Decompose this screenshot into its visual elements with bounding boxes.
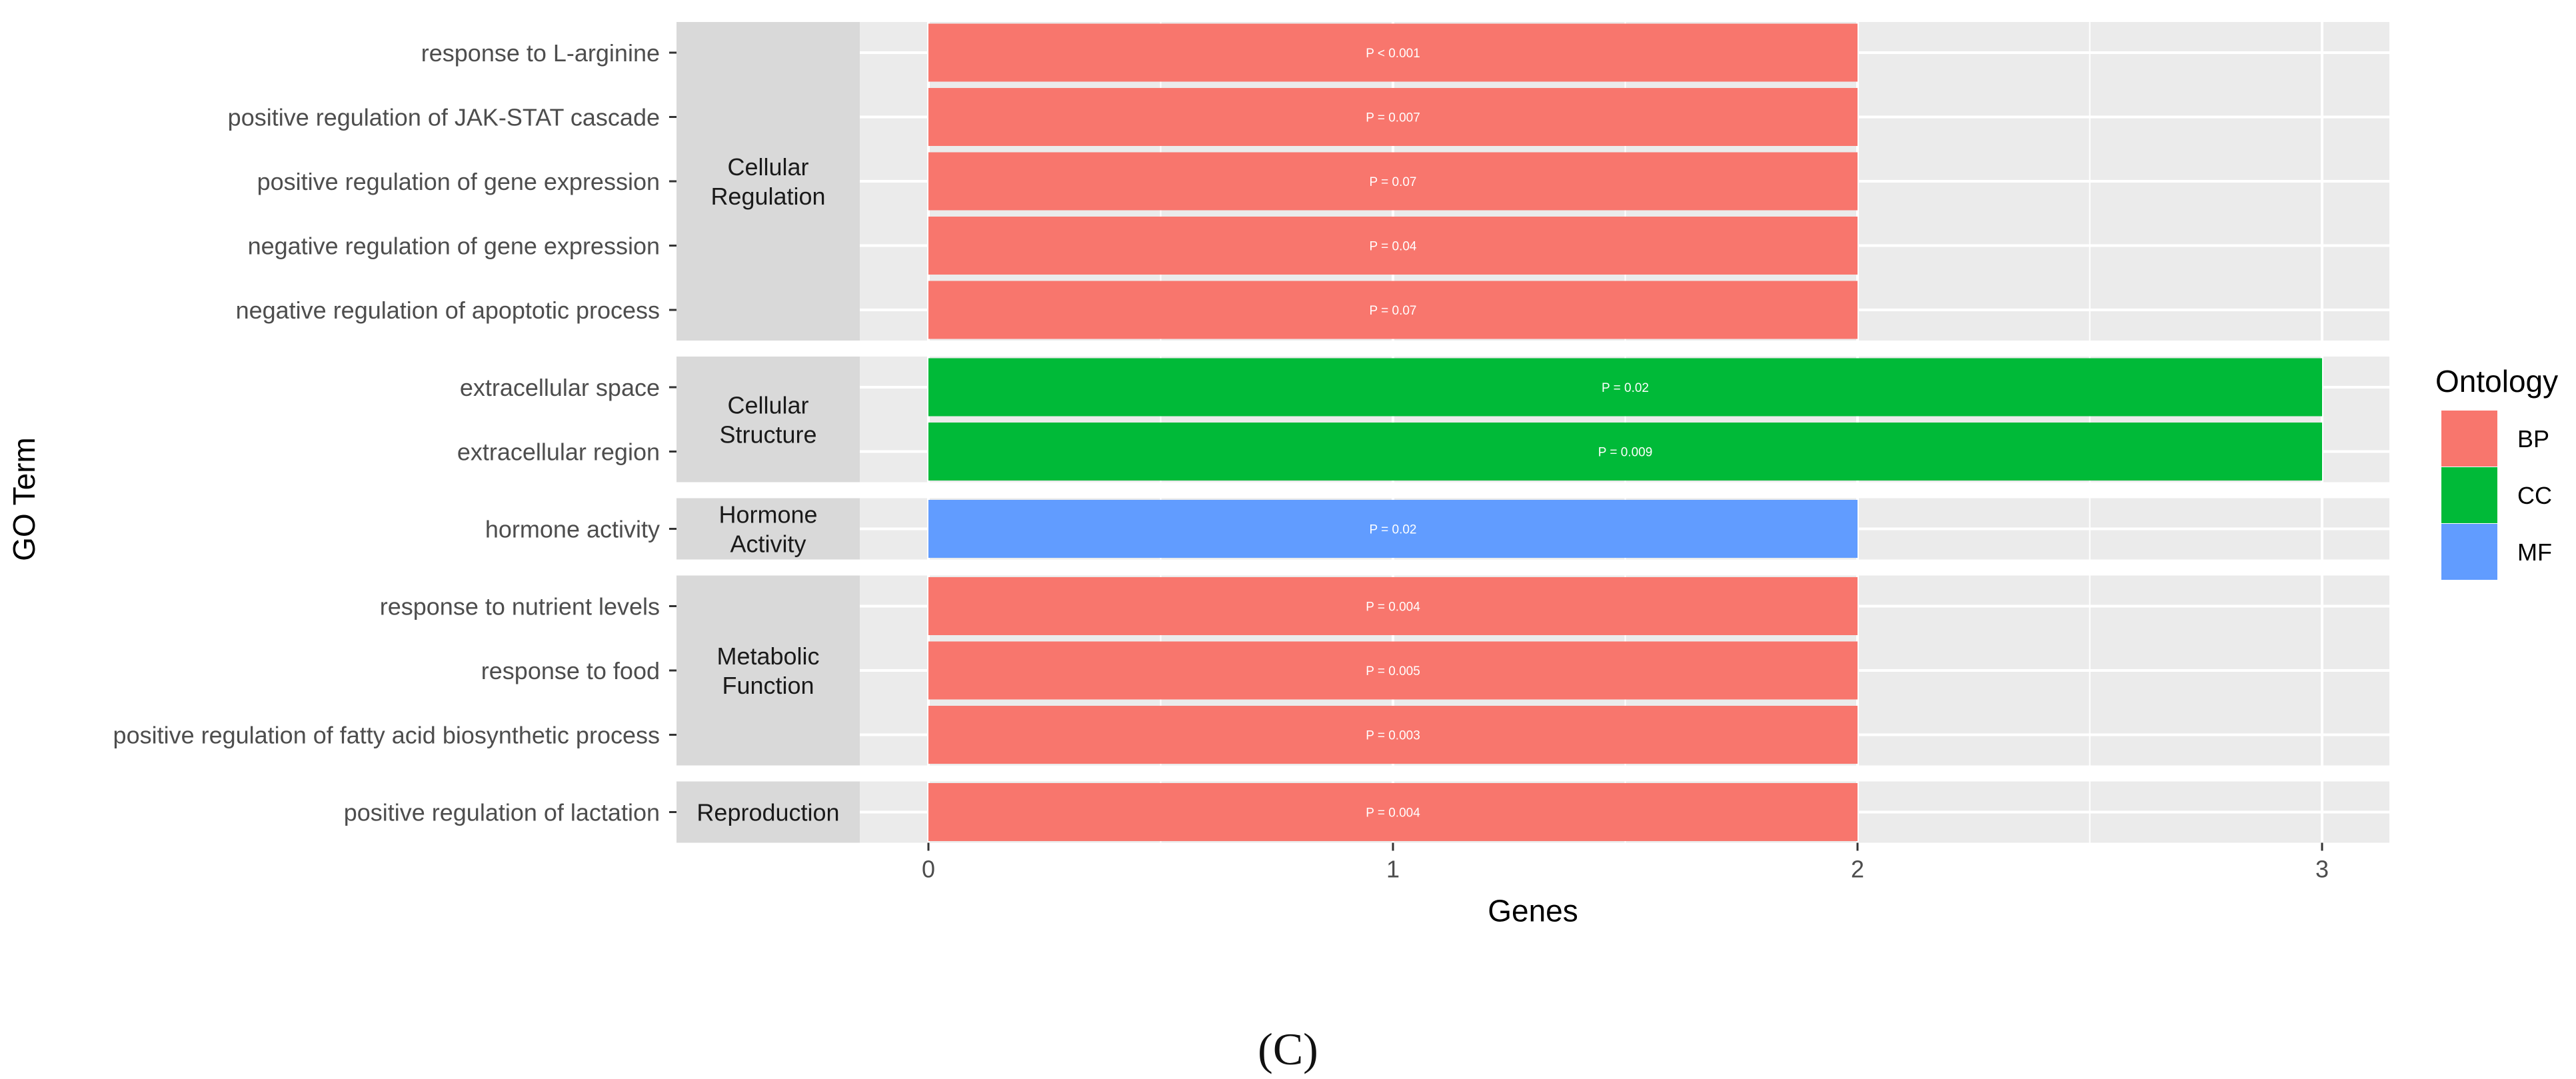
facet-strip [676,781,860,843]
bar [928,577,1858,635]
bar [928,281,1858,339]
y-tick-label: negative regulation of gene expression [248,233,660,260]
panel-label: (C) [1258,1024,1318,1074]
y-tick-label: extracellular region [457,439,660,466]
y-tick-label: response to food [481,657,660,684]
bar-p-value-label: P = 0.02 [1602,381,1649,395]
facet-strip-label: Function [722,672,814,699]
bar-p-value-label: P = 0.003 [1366,729,1420,743]
bar-p-value-label: P = 0.004 [1366,806,1420,820]
bar [928,217,1858,275]
facet-strip [676,498,860,560]
bar [928,358,2322,417]
y-tick-label: negative regulation of apoptotic process [236,297,660,324]
x-tick-label: 1 [1386,856,1400,883]
facet-5: Reproduction P = 0.004 positive regulation… [344,781,2389,843]
bar [928,423,2322,481]
legend-key-mf [2441,524,2497,580]
facet-strip-label: Reproduction [696,799,839,826]
x-tick-label: 0 [922,856,935,883]
facet-strip-label: Hormone [718,501,817,529]
facet-strip [676,357,860,483]
y-axis-title: GO Term [7,437,41,561]
facet-strip-label: Metabolic [716,642,819,670]
legend-key-cc [2441,467,2497,523]
bar-p-value-label: P = 0.07 [1370,304,1417,318]
bar [928,152,1858,211]
legend: Ontology BP CC MF [2435,364,2558,580]
bar-p-value-label: P = 0.07 [1370,175,1417,189]
bar [928,641,1858,700]
bar [928,88,1858,146]
y-tick-label: extracellular space [460,374,660,401]
y-tick-label: positive regulation of gene expression [257,168,660,195]
legend-key-bp [2441,411,2497,467]
facet-strip [676,575,860,766]
y-tick-label: positive regulation of JAK-STAT cascade [228,104,660,131]
y-tick-label: response to nutrient levels [380,593,660,620]
bar [928,706,1858,764]
bar-p-value-label: P = 0.004 [1366,600,1420,614]
x-axis-title: Genes [1488,894,1578,928]
y-tick-label: positive regulation of lactation [344,799,660,826]
facet-strip-label: Regulation [710,183,825,210]
facet-strip-label: Cellular [727,153,808,181]
y-tick-label: positive regulation of fatty acid biosyn… [113,722,660,749]
bar-p-value-label: P = 0.02 [1370,523,1417,537]
bar-p-value-label: P = 0.04 [1370,240,1417,254]
bar-p-value-label: P = 0.005 [1366,664,1420,678]
bar-p-value-label: P = 0.009 [1598,446,1653,460]
facet-strip-label: Cellular [727,391,808,419]
legend-label: CC [2517,482,2552,509]
bar [928,783,1858,841]
legend-title: Ontology [2435,364,2558,399]
x-tick-label: 3 [2315,856,2329,883]
x-tick-label: 2 [1851,856,1864,883]
bar [928,23,1858,82]
facet-strip [676,22,860,341]
bar-p-value-label: P = 0.007 [1366,111,1420,125]
y-tick-label: hormone activity [485,516,660,543]
legend-label: MF [2517,539,2552,566]
legend-label: BP [2517,425,2549,453]
facet-strip-label: Activity [730,531,806,558]
bar [928,500,1858,558]
bar-p-value-label: P < 0.001 [1366,47,1420,61]
y-tick-label: response to L-arginine [421,39,660,67]
facet-strip-label: Structure [719,421,816,448]
